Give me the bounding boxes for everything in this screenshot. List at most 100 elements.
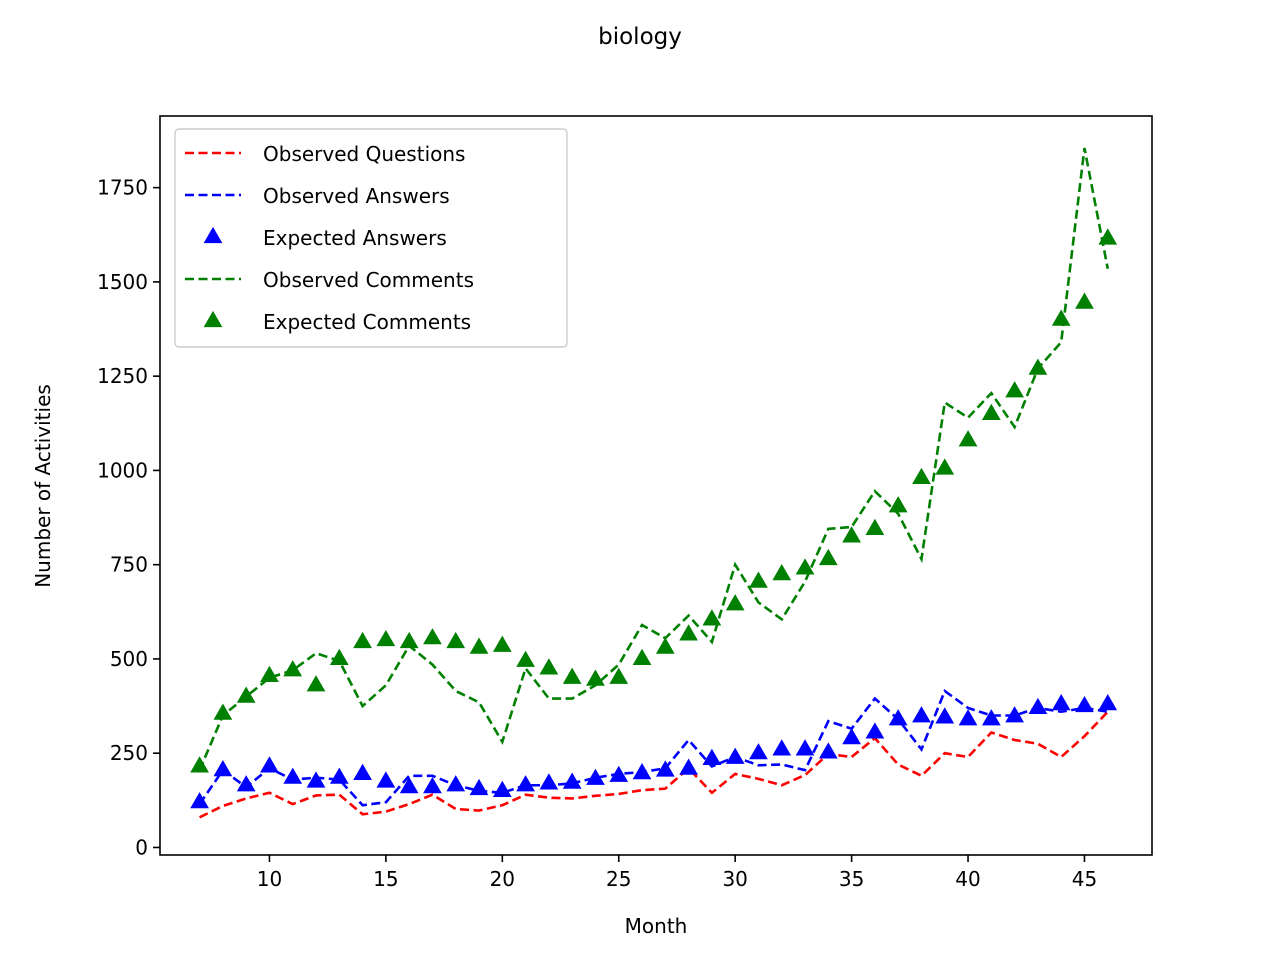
- data-point-expected-comments: [655, 637, 675, 654]
- data-point-expected-answers: [353, 763, 372, 781]
- data-point-expected-answers: [912, 706, 931, 723]
- data-point-expected-answers: [399, 777, 419, 794]
- data-point-expected-answers: [586, 768, 605, 785]
- data-point-expected-comments: [329, 648, 349, 666]
- data-point-expected-answers: [539, 773, 559, 790]
- legend-label-observed-questions: Observed Questions: [263, 142, 465, 166]
- y-tick-label: 0: [135, 835, 148, 859]
- x-tick-label: 15: [373, 867, 398, 891]
- data-point-expected-comments: [306, 675, 326, 692]
- data-point-expected-comments: [1051, 309, 1071, 326]
- data-point-expected-answers: [446, 775, 466, 792]
- x-tick-label: 30: [722, 867, 747, 891]
- data-point-expected-answers: [190, 792, 209, 809]
- data-point-expected-comments: [609, 667, 629, 684]
- y-tick-label: 500: [110, 647, 148, 671]
- data-point-expected-comments: [446, 631, 466, 649]
- legend-label-observed-answers: Observed Answers: [263, 184, 450, 208]
- y-tick-label: 250: [110, 741, 148, 765]
- data-point-expected-answers: [865, 722, 885, 739]
- data-point-expected-comments: [1098, 228, 1118, 245]
- data-point-expected-comments: [1028, 358, 1048, 375]
- x-tick-label: 40: [955, 867, 980, 891]
- data-point-expected-comments: [353, 631, 372, 649]
- data-point-expected-comments: [260, 665, 279, 682]
- data-point-expected-comments: [912, 467, 931, 485]
- data-point-expected-comments: [981, 403, 1001, 420]
- legend-label-expected-answers: Expected Answers: [263, 226, 447, 250]
- data-point-expected-comments: [539, 658, 559, 675]
- x-tick-label: 45: [1072, 867, 1097, 891]
- data-point-expected-comments: [516, 650, 535, 667]
- data-point-expected-answers: [329, 767, 349, 784]
- y-tick-label: 1000: [97, 458, 148, 482]
- legend-label-observed-comments: Observed Comments: [263, 268, 474, 292]
- y-tick-label: 750: [110, 553, 148, 577]
- data-point-expected-comments: [376, 629, 396, 647]
- data-point-expected-comments: [492, 635, 512, 652]
- legend-label-expected-comments: Expected Comments: [263, 310, 471, 334]
- legend: Observed Questions Observed Answers Expect…: [174, 128, 568, 348]
- data-point-expected-answers: [260, 756, 279, 773]
- data-point-expected-answers: [1051, 694, 1071, 711]
- chart-title: biology: [598, 24, 682, 50]
- data-point-expected-answers: [958, 709, 978, 726]
- data-point-expected-comments: [213, 703, 233, 720]
- data-point-expected-answers: [283, 767, 303, 784]
- data-point-expected-answers: [981, 709, 1001, 726]
- data-point-expected-comments: [679, 624, 698, 641]
- x-tick-label: 25: [606, 867, 631, 891]
- axes: 10 15 20 25 30 35 40 45 0 250 500 750 1000 1250 1500 17…: [97, 176, 1097, 891]
- data-point-expected-answers: [1005, 706, 1024, 723]
- data-point-expected-comments: [562, 667, 582, 684]
- data-point-expected-comments: [469, 637, 489, 654]
- data-point-expected-answers: [679, 758, 698, 775]
- data-point-expected-answers: [655, 760, 675, 777]
- data-point-expected-answers: [1098, 694, 1118, 711]
- data-point-expected-answers: [1075, 695, 1094, 713]
- data-point-expected-answers: [213, 760, 233, 777]
- legend-swatch-expected-answers: [203, 226, 223, 244]
- plot-frame: [159, 115, 1153, 856]
- legend-swatch-expected-comments: [203, 310, 223, 328]
- series-line-observed-questions: [199, 710, 1109, 819]
- y-tick-label: 1750: [97, 176, 148, 200]
- x-tick-label: 10: [257, 867, 282, 891]
- data-point-expected-answers: [725, 747, 745, 764]
- data-point-expected-answers: [888, 709, 908, 726]
- data-point-expected-answers: [749, 743, 768, 760]
- data-point-expected-answers: [376, 771, 396, 788]
- data-point-expected-comments: [888, 496, 908, 513]
- data-point-expected-comments: [935, 458, 955, 475]
- data-point-expected-answers: [818, 742, 838, 759]
- series-line-observed-comments: [198, 147, 1110, 771]
- data-point-expected-comments: [818, 548, 838, 566]
- data-point-expected-answers: [423, 777, 442, 794]
- data-point-expected-answers: [702, 748, 722, 765]
- data-point-expected-answers: [469, 778, 489, 796]
- data-point-expected-comments: [725, 594, 745, 611]
- data-point-expected-answers: [772, 739, 792, 756]
- data-point-expected-answers: [1028, 697, 1048, 715]
- data-point-expected-comments: [1005, 381, 1024, 398]
- data-point-expected-answers: [562, 772, 582, 789]
- data-point-expected-comments: [749, 571, 768, 588]
- data-point-expected-comments: [586, 669, 605, 686]
- data-point-expected-comments: [632, 648, 652, 666]
- data-point-expected-comments: [283, 660, 303, 677]
- y-tick-label: 1500: [97, 270, 148, 294]
- data-point-expected-comments: [772, 563, 792, 581]
- data-point-expected-comments: [702, 609, 722, 626]
- series-line-observed-answers: [198, 688, 1108, 807]
- data-point-expected-answers: [236, 775, 256, 792]
- data-point-expected-comments: [865, 518, 885, 535]
- data-point-expected-comments: [842, 526, 861, 543]
- plot-area: [190, 147, 1118, 819]
- legend-box: [174, 128, 568, 348]
- data-point-expected-comments: [399, 631, 419, 649]
- data-point-expected-comments: [795, 558, 815, 575]
- data-point-expected-answers: [609, 765, 629, 782]
- x-axis-label: Month: [625, 914, 688, 938]
- data-point-expected-answers: [306, 771, 326, 788]
- data-point-expected-comments: [958, 430, 978, 447]
